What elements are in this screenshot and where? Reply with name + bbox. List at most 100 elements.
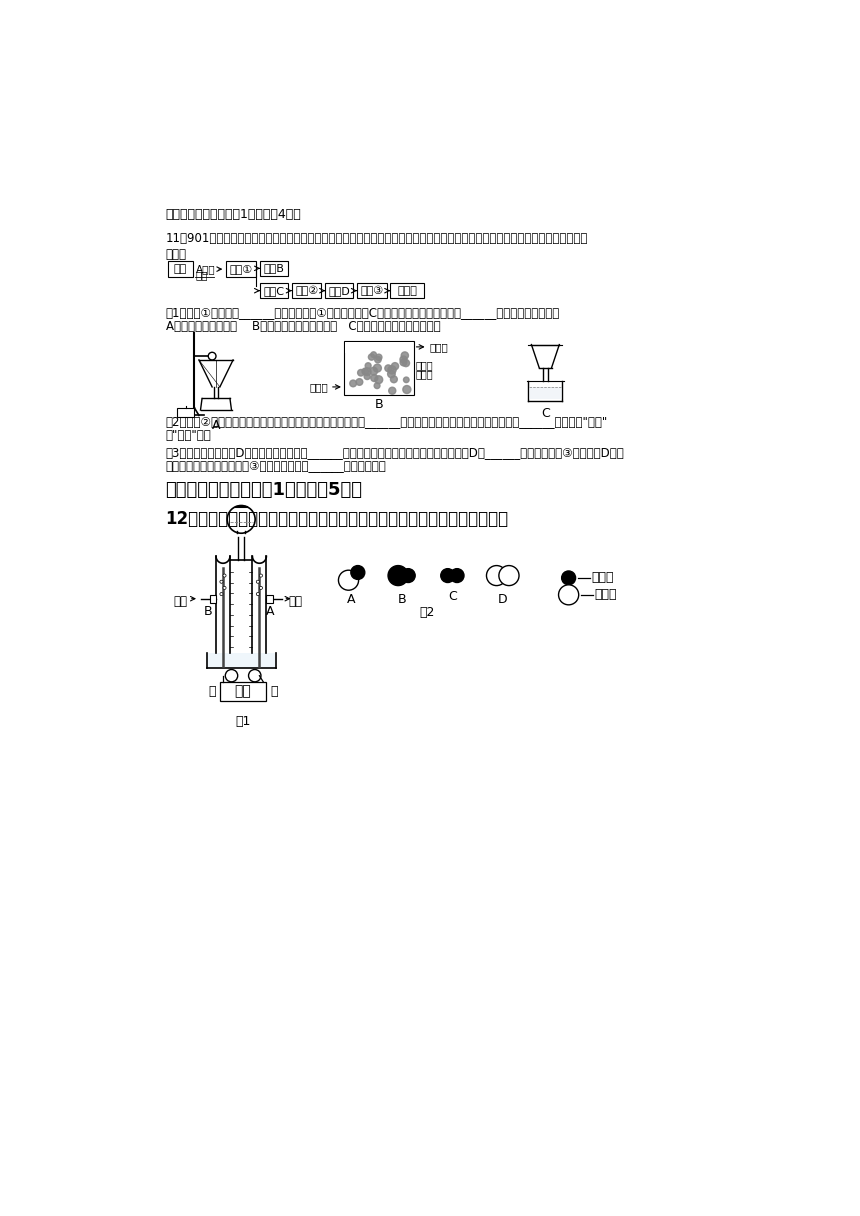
Text: 活塞: 活塞 — [288, 595, 302, 608]
Circle shape — [402, 360, 409, 367]
Circle shape — [391, 362, 398, 370]
Text: 粒状活: 粒状活 — [415, 360, 433, 371]
Bar — [345, 342, 413, 353]
Circle shape — [375, 376, 383, 383]
Text: （3）小刚取少量液体D于试管中，加入少量______，振荡，发现有较多浮沫产生，说明液体D是______水。通过操作③可使液体D进一: （3）小刚取少量液体D于试管中，加入少量______，振荡，发现有较多浮沫产生，… — [166, 446, 624, 460]
Circle shape — [402, 385, 411, 394]
Circle shape — [440, 569, 455, 582]
Text: 步净化得到蒸馏水，则操作③应选用的装置是______（填序号）。: 步净化得到蒸馏水，则操作③应选用的装置是______（填序号）。 — [166, 460, 386, 473]
Text: 液体C: 液体C — [264, 286, 285, 295]
Text: （2）操作②的目的是除去水中的异味、色素，应选用的装置是______（填字母序号），该过程主要发生的是______变化（填"物理": （2）操作②的目的是除去水中的异味、色素，应选用的装置是______（填字母序号… — [166, 416, 608, 428]
Circle shape — [384, 365, 391, 372]
Text: A: A — [212, 420, 220, 432]
Circle shape — [558, 585, 579, 604]
Circle shape — [350, 381, 357, 387]
Circle shape — [388, 370, 396, 378]
Text: 操作①: 操作① — [229, 264, 253, 274]
Circle shape — [220, 580, 223, 584]
Bar — [529, 387, 562, 399]
Bar — [292, 283, 322, 298]
Bar — [177, 407, 194, 417]
Text: D: D — [498, 593, 507, 607]
Circle shape — [388, 565, 408, 586]
Text: 活塞: 活塞 — [174, 595, 187, 608]
Circle shape — [450, 569, 464, 582]
Text: B: B — [204, 604, 212, 618]
Circle shape — [389, 387, 396, 394]
Circle shape — [256, 580, 260, 584]
Text: 电源: 电源 — [235, 685, 251, 698]
Bar — [344, 340, 414, 395]
Text: 性炭层: 性炭层 — [415, 368, 433, 379]
Text: －: － — [208, 685, 216, 698]
Circle shape — [376, 354, 382, 360]
Circle shape — [499, 565, 519, 586]
Circle shape — [339, 570, 359, 590]
Circle shape — [358, 370, 364, 376]
Bar — [168, 261, 193, 277]
Text: （1）操作①的名称是______。若经过操作①后，所得液体C中仍有浑浊，其原因可能是______（填写字母序号）；: （1）操作①的名称是______。若经过操作①后，所得液体C中仍有浑浊，其原因可… — [166, 306, 560, 319]
Text: 固体B: 固体B — [264, 264, 285, 274]
Text: A: A — [347, 593, 356, 607]
Text: A: A — [266, 604, 274, 618]
Circle shape — [403, 377, 409, 383]
Circle shape — [351, 565, 365, 580]
Text: 操作③: 操作③ — [360, 286, 384, 295]
Text: 11．901班同学收集到一瓶浑浊的河水，他们打算模拟自来水厂的净水过程，并最终制成蒸馏水。其实验过程如下所示。请回答以下: 11．901班同学收集到一瓶浑浊的河水，他们打算模拟自来水厂的净水过程，并最终制… — [166, 232, 588, 246]
Bar — [267, 595, 273, 603]
Text: A物质: A物质 — [196, 264, 216, 274]
Circle shape — [370, 367, 378, 375]
Text: 操作②: 操作② — [295, 286, 318, 295]
Circle shape — [220, 592, 223, 596]
Bar — [325, 283, 353, 298]
Circle shape — [371, 375, 378, 382]
Circle shape — [487, 565, 507, 586]
Text: 图2: 图2 — [420, 606, 435, 619]
Circle shape — [371, 351, 377, 358]
Text: 液体D: 液体D — [329, 286, 350, 295]
Circle shape — [364, 373, 371, 379]
Bar — [220, 682, 267, 702]
Circle shape — [363, 368, 371, 376]
Circle shape — [390, 376, 397, 383]
Circle shape — [260, 586, 262, 590]
Bar — [357, 283, 386, 298]
Text: C: C — [448, 590, 457, 603]
Text: 三、计算题（本大题共1小题，共5分）: 三、计算题（本大题共1小题，共5分） — [166, 480, 363, 499]
Circle shape — [362, 368, 368, 375]
Text: ＋: ＋ — [270, 685, 278, 698]
Circle shape — [368, 354, 375, 360]
Text: 入水口: 入水口 — [310, 382, 329, 392]
Circle shape — [401, 351, 408, 359]
Text: 问题：: 问题： — [166, 248, 187, 260]
Bar — [207, 653, 275, 668]
Circle shape — [260, 574, 262, 578]
Circle shape — [375, 356, 381, 362]
Circle shape — [356, 378, 363, 385]
Bar — [261, 283, 288, 298]
Circle shape — [256, 592, 260, 596]
Bar — [261, 260, 288, 276]
Text: B: B — [397, 593, 406, 607]
Text: 或"化学"）；: 或"化学"）； — [166, 429, 212, 443]
Text: A漏斗内的滤纸有破损    B漏斗下端未紧在烧杯内壁   C漏斗内液面高于滤纸的边缘: A漏斗内的滤纸有破损 B漏斗下端未紧在烧杯内壁 C漏斗内液面高于滤纸的边缘 — [166, 320, 440, 333]
Text: 氧原子: 氧原子 — [594, 589, 617, 602]
Text: 二、填空题（本大题共1小题，共4分）: 二、填空题（本大题共1小题，共4分） — [166, 208, 301, 220]
Text: 图1: 图1 — [236, 715, 251, 728]
Bar — [210, 595, 216, 603]
Circle shape — [388, 366, 396, 375]
Circle shape — [223, 574, 226, 578]
Text: C: C — [541, 407, 550, 420]
Circle shape — [373, 364, 381, 372]
Circle shape — [366, 362, 372, 368]
Text: 静置: 静置 — [196, 271, 208, 281]
Circle shape — [223, 586, 226, 590]
Text: 蒸馏水: 蒸馏水 — [397, 286, 417, 295]
Text: 氢原子: 氢原子 — [591, 572, 613, 585]
Bar — [226, 261, 255, 277]
Circle shape — [374, 383, 380, 389]
Circle shape — [402, 569, 415, 582]
Text: 河水: 河水 — [174, 264, 187, 274]
Text: B: B — [374, 399, 383, 411]
Text: 出水口: 出水口 — [429, 342, 448, 351]
